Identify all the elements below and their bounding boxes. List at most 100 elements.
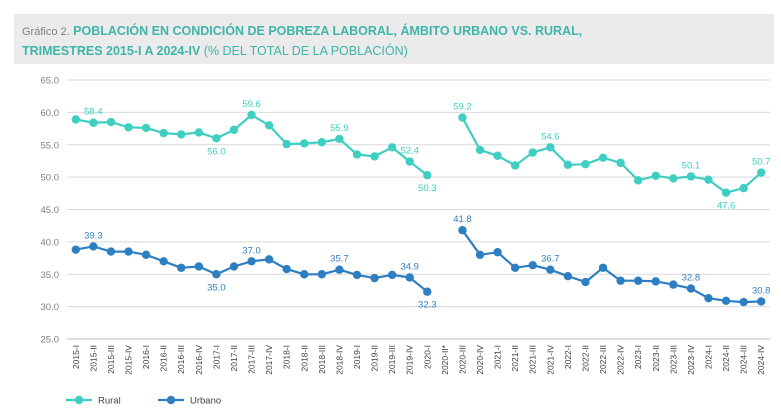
- data-point-urbano: [563, 271, 573, 281]
- data-point-urbano: [739, 297, 748, 307]
- x-tick-label: 2020-I: [422, 345, 432, 369]
- x-tick-label: 2018-III: [317, 345, 327, 374]
- data-point-rural: [757, 168, 766, 177]
- chart-period: TRIMESTRES 2015-I A 2024-IV: [22, 44, 201, 58]
- data-point-rural: [704, 175, 713, 184]
- x-tick-label: 2018-IV: [334, 345, 344, 375]
- x-tick-label: 2018-II: [299, 345, 309, 371]
- data-label: 32.8: [682, 272, 701, 283]
- x-tick-label: 2016-IV: [194, 345, 204, 375]
- data-point-urbano: [352, 270, 362, 280]
- data-label: 50.3: [418, 183, 437, 194]
- x-tick-label: 2015-II: [88, 345, 98, 371]
- data-label: 35.0: [207, 282, 226, 293]
- data-point-rural: [458, 113, 467, 122]
- data-point-urbano: [669, 280, 678, 289]
- data-point-urbano: [598, 263, 608, 272]
- data-point-urbano: [616, 276, 625, 285]
- x-tick-label: 2015-IV: [124, 345, 134, 375]
- data-point-urbano: [546, 265, 555, 274]
- x-tick-label: 2022-I: [563, 345, 573, 369]
- data-point-urbano: [423, 287, 432, 296]
- data-point-urbano: [581, 277, 590, 287]
- y-tick-label: 60.0: [41, 108, 60, 119]
- data-point-urbano: [177, 263, 186, 272]
- x-tick-label: 2015-III: [106, 345, 116, 374]
- chart-unit: (% DEL TOTAL DE LA POBLACIÓN): [203, 44, 408, 58]
- x-tick-label: 2021-IV: [545, 345, 555, 375]
- data-point-urbano: [528, 260, 537, 270]
- data-point-urbano: [71, 245, 80, 254]
- x-tick-label: 2022-II: [580, 345, 590, 371]
- x-tick-label: 2020-III: [457, 345, 467, 374]
- x-tick-label: 2024-I: [703, 345, 713, 369]
- data-point-rural: [317, 137, 327, 147]
- data-label: 32.3: [418, 300, 437, 311]
- series-line-rural: [461, 117, 762, 194]
- data-point-rural: [669, 174, 678, 183]
- x-tick-label: 2020-IV: [475, 345, 485, 375]
- y-tick-label: 65.0: [41, 76, 60, 87]
- data-point-urbano: [458, 226, 467, 235]
- y-tick-label: 25.0: [41, 335, 60, 346]
- data-point-urbano: [475, 250, 485, 260]
- figure-number: Gráfico 2.: [22, 26, 70, 38]
- data-point-rural: [581, 159, 590, 169]
- data-point-rural: [282, 139, 291, 149]
- data-label: 41.8: [453, 214, 472, 225]
- data-point-urbano: [493, 248, 502, 257]
- data-point-urbano: [124, 247, 133, 256]
- data-label: 55.9: [330, 123, 349, 134]
- data-label: 58.4: [84, 107, 103, 118]
- x-tick-label: 2016-III: [176, 345, 186, 374]
- x-tick-label: 2023-II: [651, 345, 661, 371]
- data-point-urbano: [282, 264, 291, 274]
- data-point-rural: [194, 128, 204, 137]
- data-point-rural: [335, 134, 344, 144]
- y-tick-label: 45.0: [41, 205, 60, 216]
- data-point-rural: [177, 130, 186, 139]
- legend-marker-urbano: [166, 395, 176, 405]
- data-point-rural: [229, 125, 239, 135]
- data-label: 34.9: [400, 261, 419, 272]
- x-tick-label: 2016-II: [159, 345, 169, 371]
- data-point-urbano: [194, 262, 204, 271]
- data-label: 47.6: [717, 201, 736, 212]
- data-point-rural: [370, 152, 379, 161]
- data-label: 50.7: [752, 157, 771, 168]
- x-tick-label: 2017-I: [211, 345, 221, 369]
- x-tick-label: 2018-I: [282, 345, 292, 369]
- legend-label-urbano: Urbano: [190, 396, 221, 407]
- data-point-urbano: [651, 277, 660, 286]
- x-tick-label: 2017-IV: [264, 345, 274, 375]
- data-point-rural: [89, 118, 98, 127]
- data-label: 36.7: [541, 254, 560, 265]
- x-tick-label: 2021-II: [510, 345, 520, 371]
- data-point-rural: [141, 123, 151, 133]
- x-tick-label: 2020-II*: [440, 344, 450, 374]
- data-point-urbano: [405, 273, 414, 282]
- data-point-rural: [493, 151, 502, 160]
- chart-title-line-2: TRIMESTRES 2015-I A 2024-IV (% DEL TOTAL…: [22, 44, 408, 58]
- data-point-rural: [686, 172, 696, 181]
- data-label: 59.6: [242, 99, 261, 110]
- y-tick-label: 30.0: [41, 302, 60, 313]
- data-point-urbano: [300, 270, 309, 279]
- y-tick-label: 50.0: [41, 173, 60, 184]
- data-point-urbano: [264, 255, 274, 264]
- data-point-rural: [528, 148, 537, 157]
- x-tick-label: 2015-I: [71, 345, 81, 369]
- x-tick-label: 2019-I: [352, 345, 362, 369]
- data-point-rural: [651, 171, 660, 181]
- data-point-rural: [264, 121, 274, 130]
- data-point-urbano: [229, 262, 239, 271]
- y-tick-label: 55.0: [41, 140, 60, 151]
- x-tick-label: 2024-III: [739, 345, 749, 374]
- data-label: 59.2: [453, 102, 472, 113]
- x-tick-label: 2023-IV: [686, 345, 696, 375]
- x-tick-label: 2024-II: [721, 345, 731, 371]
- data-point-urbano: [317, 270, 327, 279]
- data-point-rural: [71, 115, 80, 124]
